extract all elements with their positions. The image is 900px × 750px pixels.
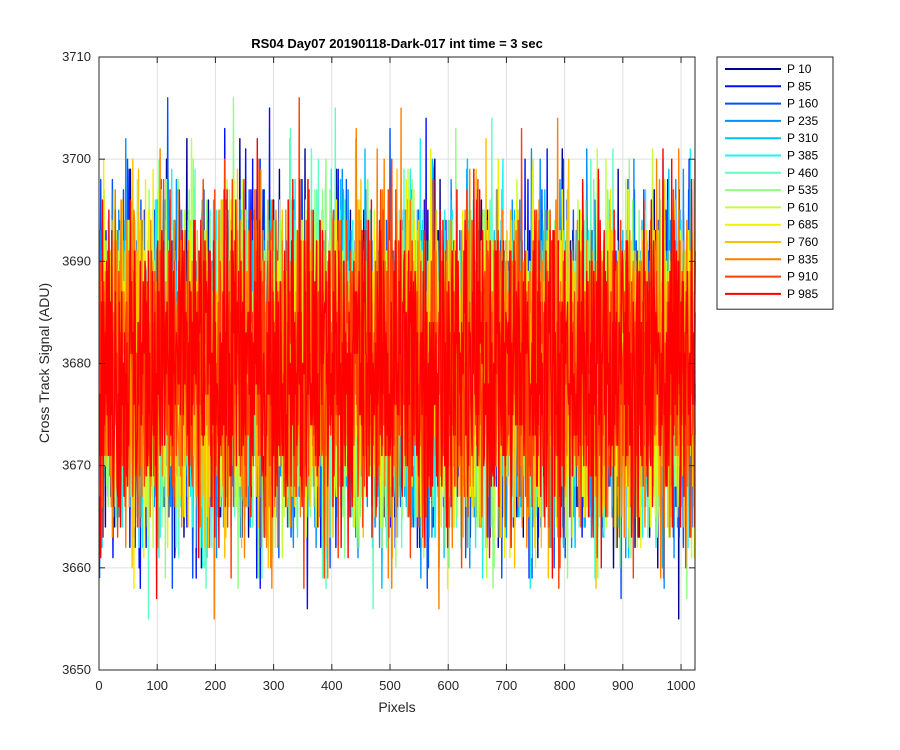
series-line xyxy=(98,138,696,600)
legend-label: P 610 xyxy=(787,200,818,214)
y-tick-label: 3670 xyxy=(62,458,91,473)
series-group xyxy=(98,97,696,620)
y-tick-label: 3710 xyxy=(62,49,91,64)
ticks: 0 100 200 300 400 500 600 700 800 900 1000 3650 3660… xyxy=(62,49,695,693)
x-tick-label: 300 xyxy=(263,678,285,693)
legend-label: P 835 xyxy=(787,252,818,266)
legend-label: P 385 xyxy=(787,149,818,163)
legend-label: P 760 xyxy=(787,235,818,249)
x-tick-label: 0 xyxy=(95,678,102,693)
legend-label: P 535 xyxy=(787,183,818,197)
y-axis-label: Cross Track Signal (ADU) xyxy=(36,283,52,443)
legend-label: P 235 xyxy=(787,114,818,128)
x-tick-label: 700 xyxy=(496,678,518,693)
x-tick-label: 1000 xyxy=(667,678,696,693)
legend-label: P 985 xyxy=(787,287,818,301)
legend-label: P 160 xyxy=(787,97,818,111)
legend-label: P 85 xyxy=(787,79,812,93)
y-tick-label: 3700 xyxy=(62,151,91,166)
x-tick-label: 800 xyxy=(554,678,576,693)
y-tick-label: 3660 xyxy=(62,560,91,575)
legend-label: P 310 xyxy=(787,131,818,145)
x-tick-label: 500 xyxy=(379,678,401,693)
legend-label: P 685 xyxy=(787,218,818,232)
chart-title: RS04 Day07 20190118-Dark-017 int time = … xyxy=(251,36,543,51)
x-tick-label: 100 xyxy=(146,678,168,693)
x-tick-label: 600 xyxy=(437,678,459,693)
legend-label: P 10 xyxy=(787,62,812,76)
y-tick-label: 3650 xyxy=(62,662,91,677)
legend-box xyxy=(716,56,834,310)
x-tick-label: 400 xyxy=(321,678,343,693)
x-tick-label: 900 xyxy=(612,678,634,693)
legend-label: P 460 xyxy=(787,166,818,180)
legend-label: P 910 xyxy=(787,270,818,284)
x-axis-label: Pixels xyxy=(378,699,415,715)
y-tick-label: 3690 xyxy=(62,253,91,268)
legend: P 10 P 85 P 160 P 235 P 310 P 385 P 460 P 535 P … xyxy=(716,56,834,310)
y-tick-label: 3680 xyxy=(62,356,91,371)
x-tick-label: 200 xyxy=(205,678,227,693)
